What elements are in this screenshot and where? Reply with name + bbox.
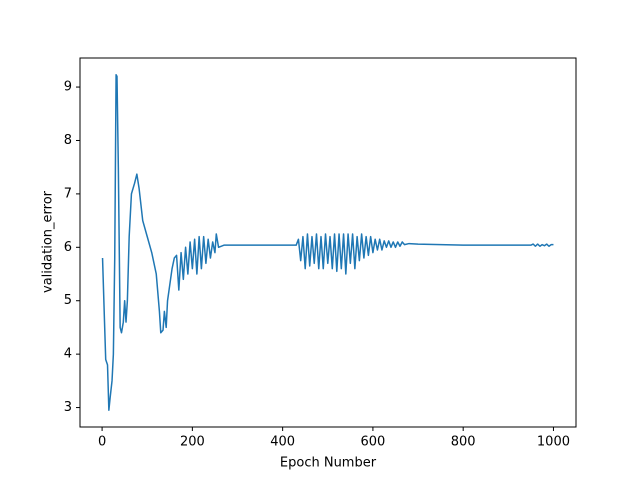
y-tick-label: 8 bbox=[64, 133, 72, 148]
x-axis-label: Epoch Number bbox=[280, 456, 377, 471]
y-tick-label: 6 bbox=[64, 240, 72, 255]
plot-frame bbox=[79, 57, 577, 428]
line-series bbox=[101, 74, 554, 411]
y-axis-label: validation_error bbox=[41, 190, 56, 293]
x-tick-label: 1000 bbox=[537, 435, 570, 450]
y-tick-label: 9 bbox=[64, 80, 72, 95]
y-tick-label: 3 bbox=[64, 400, 72, 415]
x-tick-label: 800 bbox=[451, 435, 476, 450]
y-tick-label: 4 bbox=[64, 347, 72, 362]
x-tick-label: 600 bbox=[360, 435, 385, 450]
x-tick-label: 0 bbox=[98, 435, 106, 450]
y-tick-label: 7 bbox=[64, 186, 72, 201]
x-tick-label: 400 bbox=[270, 435, 295, 450]
x-tick-label: 200 bbox=[180, 435, 205, 450]
y-tick-label: 5 bbox=[64, 293, 72, 308]
